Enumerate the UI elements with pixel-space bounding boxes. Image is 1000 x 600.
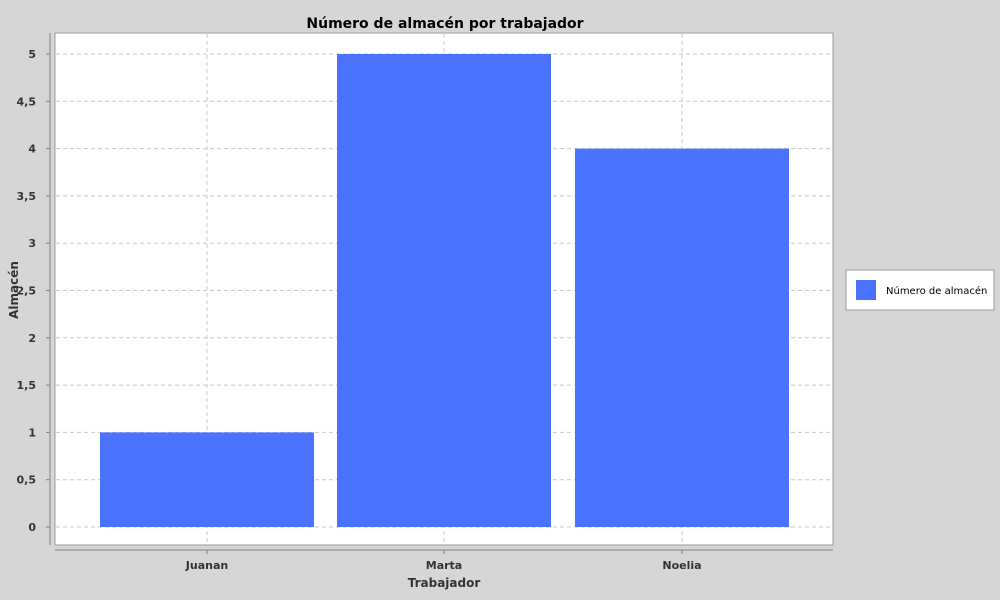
y-tick-label: 2 (28, 332, 36, 345)
legend-swatch (856, 280, 876, 300)
x-tick-labels: Juanan Marta Noelia (185, 550, 702, 572)
x-tick-label-noelia: Noelia (662, 559, 701, 572)
y-tick-labels: 0 0,5 1 1,5 2 2,5 3 3,5 4 4,5 5 (17, 48, 50, 534)
y-tick-label: 1,5 (17, 379, 37, 392)
y-tick-label: 4,5 (17, 95, 37, 108)
legend-label: Número de almacén (886, 285, 987, 297)
x-axis-title: Trabajador (408, 576, 481, 590)
x-tick-label-juanan: Juanan (185, 559, 228, 572)
y-axis-title: Almacén (7, 261, 21, 319)
bar-noelia (575, 148, 789, 527)
y-tick-label: 2,5 (17, 285, 37, 298)
y-tick-label: 0,5 (17, 474, 37, 487)
y-tick-label: 5 (28, 48, 36, 61)
chart-title: Número de almacén por trabajador (306, 16, 583, 32)
y-tick-label: 0 (28, 521, 36, 534)
y-tick-label: 1 (28, 426, 36, 439)
bar-marta (337, 54, 551, 527)
bars (100, 54, 789, 527)
y-tick-label: 3 (28, 237, 36, 250)
x-tick-label-marta: Marta (426, 559, 462, 572)
y-tick-label: 3,5 (17, 190, 37, 203)
legend: Número de almacén (845, 269, 995, 311)
bar-juanan (100, 432, 314, 527)
y-tick-label: 4 (28, 143, 36, 156)
